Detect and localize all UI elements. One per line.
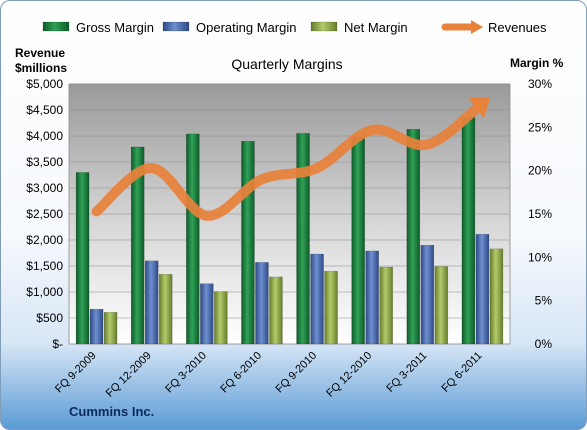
gross-margin-bar bbox=[130, 146, 145, 345]
net-margin-bar bbox=[434, 266, 449, 345]
legend-label: Gross Margin bbox=[76, 20, 154, 35]
left-tick-label: $4,000 bbox=[26, 129, 63, 143]
left-tick-label: $1,000 bbox=[26, 285, 63, 299]
net-margin-bar bbox=[489, 248, 504, 345]
operating-margin-bar bbox=[310, 253, 324, 345]
left-tick-label: $1,500 bbox=[26, 259, 63, 273]
legend: Gross Margin Operating Margin Net Margin Re… bbox=[42, 20, 547, 35]
gross-margin-bar bbox=[461, 117, 476, 345]
chart-title: Quarterly Margins bbox=[231, 56, 342, 72]
net-margin-bar bbox=[214, 291, 228, 345]
operating-margin-bar bbox=[144, 260, 159, 345]
net-margin-bar bbox=[379, 266, 393, 345]
right-tick-label: 25% bbox=[528, 120, 552, 134]
net-margin-bar bbox=[158, 274, 173, 345]
operating-margin-bar bbox=[420, 244, 435, 345]
right-tick-label: 10% bbox=[528, 250, 552, 264]
legend-arrowhead bbox=[471, 20, 483, 34]
category-label: FQ 12-2010 bbox=[324, 350, 374, 400]
operating-margin-bar bbox=[365, 250, 379, 345]
company-footer: Cummins Inc. bbox=[69, 404, 154, 419]
left-tick-label: $2,500 bbox=[26, 207, 63, 221]
category-label: FQ 3-2011 bbox=[384, 350, 429, 395]
net-margin-bar bbox=[324, 270, 338, 345]
gross-margin-bar bbox=[406, 128, 421, 345]
gross-margin-bar bbox=[241, 140, 255, 345]
left-tick-label: $2,000 bbox=[26, 233, 63, 247]
right-tick-label: 20% bbox=[528, 164, 552, 178]
legend-label: Revenues bbox=[488, 20, 547, 35]
revenue-line bbox=[91, 97, 491, 221]
category-label: FQ 6-2011 bbox=[439, 350, 484, 395]
left-tick-label: $3,000 bbox=[26, 181, 63, 195]
right-tick-label: 30% bbox=[528, 77, 552, 91]
operating-margin-bar bbox=[200, 283, 214, 345]
left-axis-label-line1: Revenue bbox=[15, 46, 65, 60]
gross-margin-bar bbox=[186, 133, 200, 345]
bars bbox=[75, 117, 504, 345]
left-tick-label: $5,000 bbox=[26, 77, 63, 91]
category-label: FQ 6-2010 bbox=[218, 350, 264, 396]
gross-margin-bar bbox=[296, 133, 310, 345]
gross-margin-bar bbox=[75, 172, 90, 345]
legend-swatch bbox=[162, 21, 190, 32]
left-tick-label: $4,500 bbox=[26, 103, 63, 117]
operating-margin-bar bbox=[475, 234, 490, 345]
right-axis-label: Margin % bbox=[510, 56, 564, 70]
right-tick-label: 0% bbox=[535, 337, 553, 351]
legend-label: Operating Margin bbox=[196, 20, 296, 35]
category-label: FQ 3-2010 bbox=[163, 350, 209, 396]
category-label: FQ 12-2009 bbox=[104, 350, 154, 400]
category-label: FQ 9-2009 bbox=[53, 350, 99, 396]
revenues-arrowhead bbox=[468, 97, 491, 119]
gross-margin-bar bbox=[351, 136, 365, 345]
category-label: FQ 9-2010 bbox=[274, 350, 320, 396]
operating-margin-bar bbox=[89, 308, 104, 345]
left-tick-label: $500 bbox=[36, 311, 63, 325]
left-tick-label: $- bbox=[52, 337, 63, 351]
left-tick-label: $3,500 bbox=[26, 155, 63, 169]
legend-swatch bbox=[310, 21, 338, 32]
net-margin-bar bbox=[103, 312, 118, 345]
left-axis-label-line2: $millions bbox=[15, 61, 67, 75]
operating-margin-bar bbox=[255, 262, 269, 345]
revenues-line-path bbox=[91, 98, 488, 221]
legend-swatch bbox=[42, 21, 70, 32]
net-margin-bar bbox=[269, 276, 283, 345]
legend-label: Net Margin bbox=[344, 20, 408, 35]
right-tick-label: 15% bbox=[528, 207, 552, 221]
right-tick-label: 5% bbox=[535, 294, 553, 308]
